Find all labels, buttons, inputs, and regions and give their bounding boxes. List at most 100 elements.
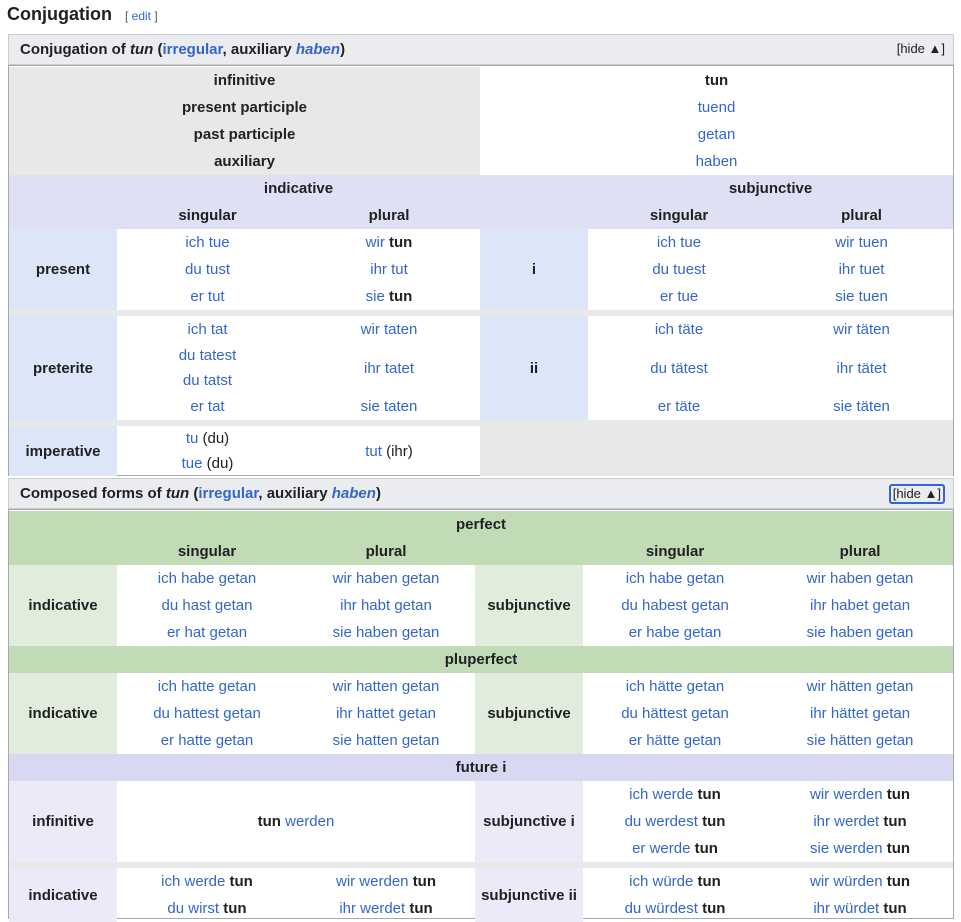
subjunctive-label: subjunctive: [475, 673, 583, 754]
form-link[interactable]: ihr tut: [370, 261, 408, 278]
form-link[interactable]: ihr werdet tun: [339, 900, 433, 917]
form-link[interactable]: wir haben getan: [332, 570, 440, 587]
conjugation-table: infinitive tun present participle tuend pa…: [9, 67, 954, 476]
auxiliary-value[interactable]: haben: [695, 153, 738, 170]
form-link[interactable]: er tat: [190, 398, 225, 415]
form-link[interactable]: er hätte getan: [628, 732, 722, 749]
form-link[interactable]: sie haben getan: [332, 624, 440, 641]
imperative-singular[interactable]: tu (du) tue (du): [181, 430, 234, 472]
form-link[interactable]: wir täten: [833, 321, 890, 338]
plural-header: plural: [368, 207, 410, 224]
form-link[interactable]: ihr tuet: [838, 261, 885, 278]
form-link[interactable]: ich tue: [185, 234, 230, 251]
form-link[interactable]: wir tuen: [835, 234, 888, 251]
form-link[interactable]: ihr habet getan: [809, 597, 911, 614]
subjunctive-i-label: i: [480, 229, 589, 310]
form-link[interactable]: du hattest getan: [153, 705, 261, 722]
empty-cell: [480, 426, 954, 476]
form-link[interactable]: sie täten: [833, 398, 890, 415]
plural-header: plural: [839, 543, 881, 560]
singular-header: singular: [645, 543, 705, 560]
form-link[interactable]: ich hätte getan: [625, 678, 725, 695]
form-link[interactable]: sie hätten getan: [806, 732, 914, 749]
form-link[interactable]: ich tat: [187, 321, 228, 338]
form-link[interactable]: du habest getan: [621, 597, 729, 614]
form-link[interactable]: ihr tatet: [363, 359, 415, 377]
form-link[interactable]: er hat getan: [166, 624, 248, 641]
form-link[interactable]: er habe getan: [628, 624, 722, 641]
form-link[interactable]: er täte: [657, 398, 701, 415]
form-link[interactable]: ihr werdet tun: [813, 813, 907, 830]
form-link[interactable]: wir haben getan: [806, 570, 914, 587]
form-link[interactable]: sie werden tun: [810, 840, 911, 857]
present-label: present: [9, 229, 117, 310]
form-link[interactable]: du wirst tun: [167, 900, 247, 917]
form-link[interactable]: ich würde tun: [629, 873, 721, 890]
past-participle-label: past participle: [9, 121, 481, 148]
present-participle-value[interactable]: tuend: [697, 99, 736, 116]
subjunctive-header: subjunctive: [728, 180, 813, 197]
form-link[interactable]: ich habe getan: [157, 570, 257, 587]
form-link[interactable]: du werdest tun: [624, 813, 726, 830]
singular-header: singular: [649, 207, 709, 224]
form-link[interactable]: sie haben getan: [806, 624, 914, 641]
form-link[interactable]: wir werden tun: [810, 786, 911, 803]
indicative-header: indicative: [263, 180, 334, 197]
row-separator: [9, 420, 954, 426]
form-link[interactable]: wir hatten getan: [332, 678, 440, 695]
form-link[interactable]: du tatest du tatst: [178, 347, 237, 389]
form-link[interactable]: ich habe getan: [625, 570, 725, 587]
form-link[interactable]: sie tun: [365, 288, 413, 305]
plural-header: plural: [841, 207, 882, 224]
form-link[interactable]: ihr würdet tun: [813, 900, 907, 917]
indicative-label: indicative: [9, 673, 117, 754]
future-header: future i: [455, 759, 507, 776]
form-link[interactable]: ich werde tun: [161, 873, 253, 890]
form-link[interactable]: ich hatte getan: [157, 678, 257, 695]
haben-link[interactable]: haben: [295, 41, 341, 58]
form-link[interactable]: sie taten: [360, 398, 418, 415]
hide-toggle-button[interactable]: [hide ▲]: [896, 41, 945, 56]
form-link[interactable]: wir würden tun: [810, 873, 911, 890]
form-link[interactable]: du tätest: [650, 359, 708, 377]
form-link[interactable]: ich täte: [654, 321, 704, 338]
form-link[interactable]: sie hatten getan: [332, 732, 440, 749]
form-link[interactable]: du tuest: [652, 261, 706, 278]
form-link[interactable]: ihr tätet: [836, 359, 887, 377]
infinitive-value: tun: [704, 72, 729, 89]
form-link[interactable]: wir tun: [365, 234, 413, 251]
form-link[interactable]: du tust: [184, 261, 231, 278]
row-separator: [9, 862, 954, 868]
form-link[interactable]: er tue: [659, 288, 699, 305]
subjunctive-ii-label: subjunctive ii: [475, 868, 583, 922]
form-link[interactable]: er tut: [190, 288, 225, 305]
form-link[interactable]: wir hätten getan: [806, 678, 914, 695]
irregular-link[interactable]: irregular: [162, 41, 223, 58]
hide-toggle-button[interactable]: [hide ▲]: [888, 484, 945, 504]
singular-header: singular: [177, 543, 237, 560]
haben-link[interactable]: haben: [331, 485, 376, 502]
future-indicative-label: indicative: [9, 868, 117, 922]
form-link[interactable]: ihr habt getan: [340, 597, 432, 614]
section-title: Conjugation: [7, 4, 112, 24]
past-participle-value[interactable]: getan: [697, 126, 736, 143]
future-infinitive-form[interactable]: tun werden: [257, 813, 335, 830]
form-link[interactable]: er werde tun: [632, 840, 718, 857]
form-link[interactable]: du hast getan: [161, 597, 253, 614]
form-link[interactable]: du hättest getan: [621, 705, 729, 722]
form-link[interactable]: wir taten: [360, 321, 418, 338]
composed-forms-title: Composed forms of tun (irregular, auxili…: [8, 478, 954, 509]
form-link[interactable]: wir werden tun: [335, 873, 437, 890]
form-link[interactable]: er hatte getan: [160, 732, 254, 749]
edit-link[interactable]: edit: [131, 9, 152, 23]
subjunctive-i-label: subjunctive i: [475, 781, 583, 862]
form-link[interactable]: ich tue: [656, 234, 702, 251]
form-link[interactable]: ihr hattet getan: [335, 705, 437, 722]
form-link[interactable]: du würdest tun: [624, 900, 726, 917]
infinitive-label: infinitive: [9, 67, 481, 94]
form-link[interactable]: ich werde tun: [629, 786, 721, 803]
imperative-plural[interactable]: tut (ihr): [365, 442, 413, 460]
irregular-link[interactable]: irregular: [198, 485, 259, 502]
form-link[interactable]: sie tuen: [835, 288, 888, 305]
form-link[interactable]: ihr hättet getan: [809, 705, 911, 722]
